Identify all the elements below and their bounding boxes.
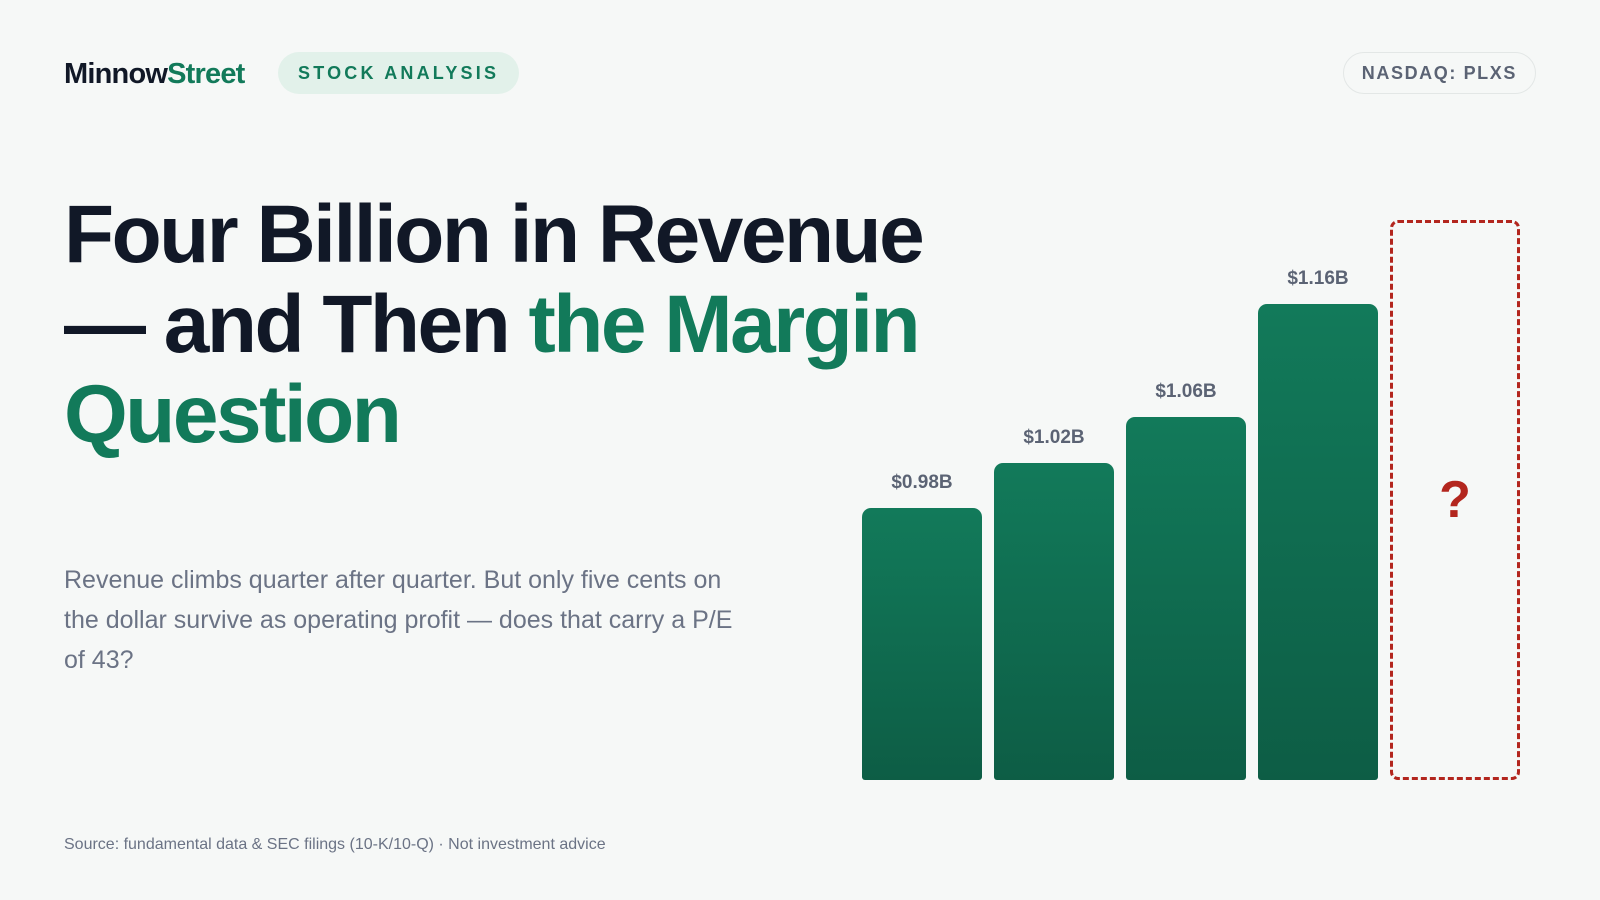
brand-name-part2: Street (167, 58, 245, 90)
bar-value-label: $1.16B (1287, 268, 1349, 289)
bar-value-label: $1.02B (1023, 426, 1085, 448)
brand-logo: MinnowStreet (64, 56, 245, 92)
revenue-bar (994, 462, 1114, 780)
headline: Four Billion in Revenue — and Then the M… (64, 190, 984, 460)
source-note: Source: fundamental data & SEC filings (… (64, 836, 606, 853)
bar-value-label: $1.06B (1155, 381, 1217, 403)
brand-name-part1: Minnow (64, 58, 168, 90)
next-quarter-placeholder: ? (1390, 220, 1520, 780)
revenue-bar-chart: ? $0.98B $1.02B $1.06B $1.16B (862, 210, 1532, 790)
bar-value-label: $0.98B (891, 472, 953, 493)
headline-highlight: the Margin Question (64, 279, 921, 460)
subtitle: Revenue climbs quarter after quarter. Bu… (64, 566, 733, 674)
ticker-badge: NASDAQ: PLXS (1342, 52, 1536, 94)
category-badge: STOCK ANALYSIS (278, 52, 520, 94)
revenue-bar (862, 508, 982, 780)
question-mark: ? (1439, 471, 1471, 529)
revenue-bar (1126, 417, 1246, 780)
revenue-bar (1258, 304, 1378, 780)
headline-part1: Four Billion in Revenue — and Then (64, 189, 925, 370)
